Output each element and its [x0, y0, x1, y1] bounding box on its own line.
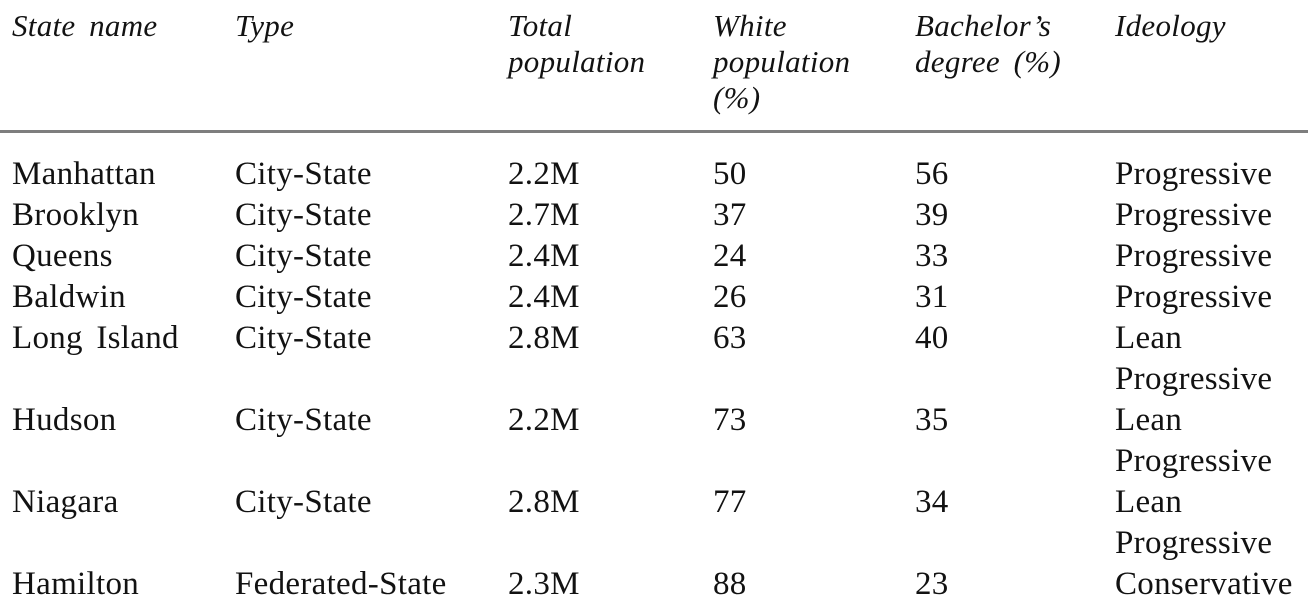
cell-total-population: 2.8M [508, 320, 580, 356]
cell-state-name: Manhattan [12, 156, 156, 192]
cell-bachelors-degree-pct: 56 [915, 156, 949, 192]
cell-ideology: Conservative [1115, 566, 1293, 602]
cell-type: City-State [235, 484, 372, 520]
cell-bachelors-degree-pct: 33 [915, 238, 949, 274]
cell-total-population: 2.4M [508, 238, 580, 274]
cell-total-population: 2.2M [508, 156, 580, 192]
cell-white-population-pct: 88 [713, 566, 747, 602]
cell-ideology: Progressive [1115, 156, 1273, 192]
table-row: Queens City-State 2.4M 24 33 Progressive [0, 236, 1308, 277]
table-header: State name Type Total population White popu… [0, 0, 1308, 132]
cell-bachelors-degree-pct: 34 [915, 484, 949, 520]
column-header-ideology: Ideology [1115, 8, 1226, 43]
cell-total-population: 2.8M [508, 484, 580, 520]
cell-bachelors-degree-pct: 23 [915, 566, 949, 602]
cell-ideology: Progressive [1115, 279, 1273, 315]
cell-ideology: Lean Progressive [1115, 402, 1273, 479]
column-header-bachelors-degree-pct: Bachelor’s degree (%) [915, 8, 1061, 79]
cell-state-name: Hudson [12, 402, 117, 438]
cell-bachelors-degree-pct: 40 [915, 320, 949, 356]
cell-white-population-pct: 24 [713, 238, 747, 274]
table-row: Brooklyn City-State 2.7M 37 39 Progressive [0, 195, 1308, 236]
column-header-white-population-pct: White population (%) [713, 8, 851, 115]
table-header-row: State name Type Total population White popu… [0, 0, 1308, 132]
table-row: Manhattan City-State 2.2M 50 56 Progressive [0, 132, 1308, 196]
cell-white-population-pct: 63 [713, 320, 747, 356]
cell-bachelors-degree-pct: 31 [915, 279, 949, 315]
cell-total-population: 2.2M [508, 402, 580, 438]
table-row: Niagara City-State 2.8M 77 34 Lean Progressiv… [0, 482, 1308, 564]
cell-type: City-State [235, 156, 372, 192]
cell-ideology: Progressive [1115, 197, 1273, 233]
table-row: Hudson City-State 2.2M 73 35 Lean Progressive [0, 400, 1308, 482]
cell-ideology: Progressive [1115, 238, 1273, 274]
cell-white-population-pct: 77 [713, 484, 747, 520]
cell-type: City-State [235, 238, 372, 274]
table-row: Baldwin City-State 2.4M 26 31 Progressive [0, 277, 1308, 318]
cell-white-population-pct: 26 [713, 279, 747, 315]
cell-state-name: Hamilton [12, 566, 140, 602]
cell-state-name: Niagara [12, 484, 119, 520]
cell-state-name: Queens [12, 238, 113, 274]
cell-state-name: Baldwin [12, 279, 126, 315]
cell-type: City-State [235, 279, 372, 315]
cell-bachelors-degree-pct: 35 [915, 402, 949, 438]
cell-type: City-State [235, 402, 372, 438]
cell-total-population: 2.7M [508, 197, 580, 233]
cell-white-population-pct: 73 [713, 402, 747, 438]
cell-ideology: Lean Progressive [1115, 484, 1273, 561]
cell-type: City-State [235, 197, 372, 233]
cell-state-name: Brooklyn [12, 197, 140, 233]
cell-type: Federated-State [235, 566, 447, 602]
table-row: Hamilton Federated-State 2.3M 88 23 Conservat… [0, 564, 1308, 602]
cell-type: City-State [235, 320, 372, 356]
cell-state-name: Long Island [12, 320, 179, 356]
cell-ideology: Lean Progressive [1115, 320, 1273, 397]
column-header-type: Type [235, 8, 295, 43]
column-header-total-population: Total population [508, 8, 646, 79]
cell-total-population: 2.3M [508, 566, 580, 602]
cell-white-population-pct: 50 [713, 156, 747, 192]
cell-white-population-pct: 37 [713, 197, 747, 233]
cell-total-population: 2.4M [508, 279, 580, 315]
table-row: Long Island City-State 2.8M 63 40 Lean Progre… [0, 318, 1308, 400]
table-body: Manhattan City-State 2.2M 50 56 Progressive Br… [0, 132, 1308, 602]
cell-bachelors-degree-pct: 39 [915, 197, 949, 233]
column-header-state-name: State name [12, 8, 158, 43]
